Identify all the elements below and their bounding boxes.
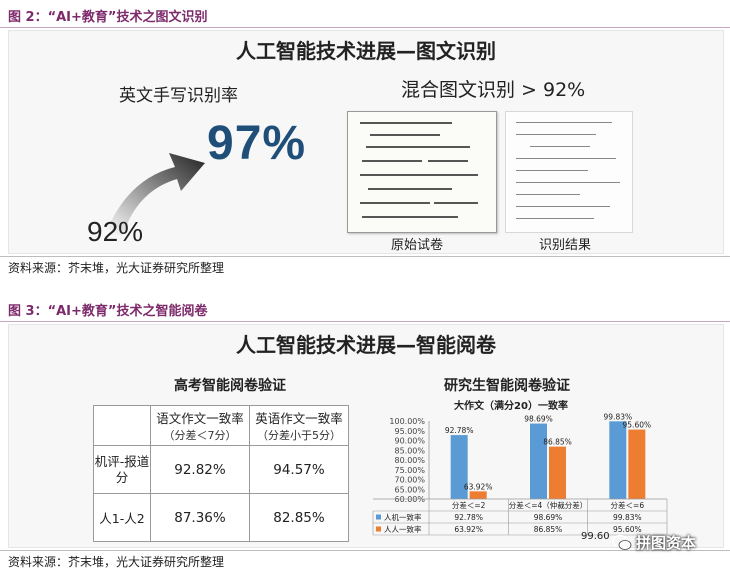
y-tick-label: 65.00% [394,485,425,494]
bar-human-machine [450,435,468,499]
watermark: 拼图资本 [612,532,696,553]
growth-arrow-icon [105,153,205,235]
overlap-value-label: 99.60 [581,531,610,542]
figure-3-top-rule [0,321,730,322]
col1-header-sub: （分差＜7分） [163,429,237,442]
figure-3-banner-title: 人工智能技术进展—智能阅卷 [236,333,496,357]
figure-2-source: 资料来源：芥末堆，光大证券研究所整理 [8,261,225,275]
y-tick-label: 70.00% [394,476,425,485]
bar-data-label: 92.78% [445,426,474,435]
table-header-cell: 英语作文一致率 （分差小于5分） [249,405,349,446]
bar-human-machine [609,421,627,499]
bar-human-human [549,446,566,499]
gaokao-header-row: 语文作文一致率 （分差＜7分） 英语作文一致率 （分差小于5分） [93,405,349,446]
col2-header-main: 英语作文一致率 [255,411,343,426]
table-corner-cell [93,405,151,446]
original-exam-image [347,111,497,233]
figure-3-label: 图 3：“AI+教育”技术之智能阅卷 [8,304,208,319]
legend-swatch [376,526,381,532]
y-tick-label: 95.00% [394,427,425,436]
col2-header-sub: （分差小于5分） [257,429,341,442]
row-label: 人1-人2 [93,493,151,542]
wechat-icon [612,534,632,550]
table-cell: 87.36% [150,493,250,542]
original-exam-caption: 原始试卷 [391,238,444,253]
y-tick-label: 100.00% [389,417,425,426]
figure-2-label: 图 2：“AI+教育”技术之图文识别 [8,10,208,25]
table-row: 人1-人2 87.36% 82.85% [93,493,349,542]
figure-2-bottom-rule [0,256,730,257]
chart-title: 大作文（满分20）一致率 [454,399,568,412]
watermark-text: 拼图资本 [636,534,697,552]
table-value: 99.83% [613,513,642,522]
mixed-recognition-title: 混合图文识别 > 92% [401,79,586,101]
table-value: 63.92% [454,525,483,534]
bar-human-machine [530,423,547,499]
graduate-title: 研究生智能阅卷验证 [444,378,570,394]
figure-3-bottom-rule [0,550,730,551]
figure-2-panel: 人工智能技术进展—图文识别 英文手写识别率 97% 92% 混合图文识别 > 9… [8,30,724,254]
row-label: 机评-报道分 [93,445,151,494]
figure-2-top-rule [0,27,730,28]
legend-swatch [376,514,381,520]
recognition-result-image [505,111,633,233]
table-value: 86.85% [534,525,563,534]
col1-header-main: 语文作文一致率 [156,411,244,426]
handwriting-rate-92: 92% [87,216,144,247]
bar-data-label: 99.83% [604,412,633,421]
handwriting-rate-97: 97% [207,117,307,170]
y-tick-label: 75.00% [394,466,425,475]
figure-2-banner-title: 人工智能技术进展—图文识别 [236,39,496,63]
x-category-label: 分差＜=2 [452,500,486,510]
figure-3-panel: 人工智能技术进展—智能阅卷 高考智能阅卷验证 语文作文一致率 （分差＜7分） 英… [8,324,724,548]
figure-3-source: 资料来源：芥末堆，光大证券研究所整理 [8,555,225,569]
table-value: 92.78% [454,513,483,522]
y-tick-label: 80.00% [394,456,425,465]
bar-data-label: 86.85% [543,438,572,447]
table-cell: 82.85% [249,493,349,542]
gaokao-table: 语文作文一致率 （分差＜7分） 英语作文一致率 （分差小于5分） 机评-报道分 … [93,405,349,542]
x-category-label: 分差＜=4（仲裁分差） [509,500,588,510]
legend-label: 人人一致率 [384,524,422,534]
bar-data-label: 95.60% [623,421,652,430]
table-row: 机评-报道分 92.82% 94.57% [93,445,349,494]
recognition-result-caption: 识别结果 [539,238,592,253]
table-header-cell: 语文作文一致率 （分差＜7分） [150,405,250,446]
legend-label: 人机一致率 [384,512,422,522]
table-cell: 94.57% [249,445,349,494]
table-value: 98.69% [534,513,563,522]
table-value: 95.60% [613,525,642,534]
table-cell: 92.82% [150,445,250,494]
graduate-bar-chart: 大作文（满分20）一致率 100.00%95.00%90.00%85.00%80.… [372,399,668,536]
bar-data-label: 63.92% [464,482,493,491]
bar-human-human [469,491,487,499]
handwriting-title: 英文手写识别率 [119,86,238,106]
x-category-label: 分差＜=6 [611,500,645,510]
bar-data-label: 98.69% [524,415,553,424]
y-tick-label: 85.00% [394,446,425,455]
bar-human-human [628,429,646,499]
y-tick-label: 60.00% [394,495,425,504]
gaokao-title: 高考智能阅卷验证 [174,378,286,394]
y-tick-label: 90.00% [394,437,425,446]
